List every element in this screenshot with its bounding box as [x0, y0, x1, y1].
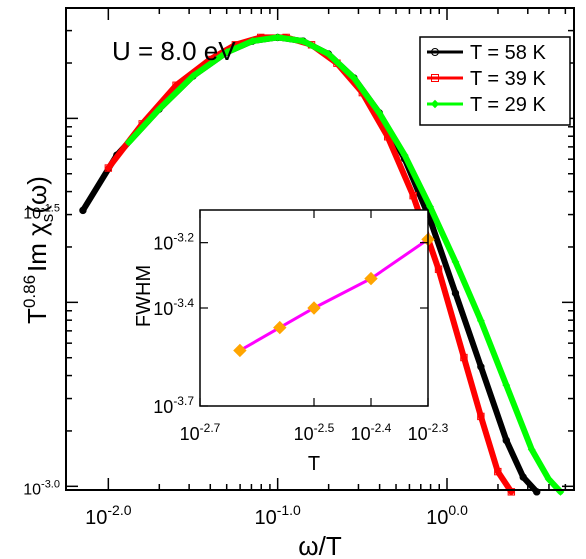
legend: T = 58 K T = 39 K T = 29 K	[419, 36, 571, 126]
x-tick-label: 100.0	[426, 502, 468, 529]
main-annotation: U = 8.0 eV	[112, 36, 236, 66]
legend-label: T = 29 K	[470, 94, 546, 116]
legend-swatch-marker	[430, 99, 440, 109]
series-2-point	[299, 37, 307, 46]
series-2-point	[502, 381, 511, 390]
inset-x-axis-label: T	[308, 453, 320, 475]
series-0-point	[451, 289, 460, 297]
series-1-point	[434, 265, 443, 273]
legend-label: T = 58 K	[470, 42, 546, 64]
inset-plot: 10-2.7 10-2.5 10-2.4 10-2.3 10-3.7 10-3.4 10-3…	[133, 209, 449, 475]
series-2-point	[476, 316, 485, 325]
inset-y-axis-label: FWHM	[133, 265, 155, 327]
main-x-axis-label: ω/T	[298, 531, 342, 559]
series-2-point	[544, 475, 553, 483]
series-2-point	[349, 74, 358, 82]
series-0-point	[533, 488, 541, 496]
series-2-point	[375, 108, 384, 117]
inset-point	[307, 301, 321, 315]
series-2-point	[324, 50, 333, 58]
main-axis-ticks: 10-2.0 10-1.0 100.0 10-3.0 10-1.5	[23, 8, 574, 529]
series-1-point	[477, 412, 485, 421]
inset-y-tick-label: 10-3.2	[153, 231, 194, 254]
inset-y-tick-label: 10-3.4	[153, 296, 194, 319]
series-2-point	[155, 105, 164, 114]
series-0-point	[477, 363, 485, 371]
series-2-point	[248, 37, 257, 46]
main-plot-frame	[65, 7, 575, 491]
series-2-point	[124, 138, 133, 147]
main-plot: 10-2.0 10-1.0 100.0 10-3.0 10-1.5 U = 8.0 eV…	[20, 7, 575, 559]
series-2-point	[426, 202, 434, 211]
inset-x-tick-label: 10-2.4	[351, 421, 392, 444]
legend-entries: T = 58 K T = 39 K T = 29 K	[427, 42, 546, 116]
series-1-point	[460, 353, 468, 362]
main-series-group	[79, 33, 565, 496]
inset-axis-ticks: 10-2.7 10-2.5 10-2.4 10-2.3 10-3.7 10-3.4 10-3…	[153, 210, 449, 444]
series-2-point	[451, 257, 460, 266]
inset-series-group	[233, 232, 435, 358]
legend-swatch-marker	[431, 48, 439, 56]
x-tick-label: 10-2.0	[85, 502, 132, 529]
series-2-point	[400, 151, 409, 160]
legend-swatch-marker	[431, 74, 439, 82]
inset-x-tick-label: 10-2.7	[180, 421, 221, 444]
legend-label: T = 39 K	[470, 68, 546, 90]
main-y-axis-label: T0.86Im χs(ω)	[20, 176, 57, 324]
inset-point	[364, 271, 378, 286]
inset-x-tick-label: 10-2.3	[408, 421, 449, 444]
series-1-point	[104, 164, 113, 172]
inset-y-tick-label: 10-3.7	[153, 394, 194, 417]
series-0-point	[502, 436, 510, 445]
series-2-point	[189, 72, 197, 80]
series-2-point	[273, 33, 282, 42]
series-0-point	[79, 206, 87, 215]
inset-point	[273, 320, 287, 335]
series-2-point	[527, 445, 536, 454]
y-tick-label: 10-1.5	[23, 202, 60, 222]
series-1-point	[409, 191, 417, 200]
series-1-point	[494, 467, 502, 476]
y-tick-label: 10-3.0	[23, 478, 60, 498]
series-2-point	[222, 48, 231, 57]
series-0-point	[519, 473, 527, 481]
series-line-2	[125, 34, 564, 495]
x-tick-label: 10-1.0	[254, 502, 301, 529]
series-1-point	[507, 488, 516, 496]
inset-x-tick-label: 10-2.5	[294, 421, 335, 444]
inset-point	[233, 343, 247, 358]
